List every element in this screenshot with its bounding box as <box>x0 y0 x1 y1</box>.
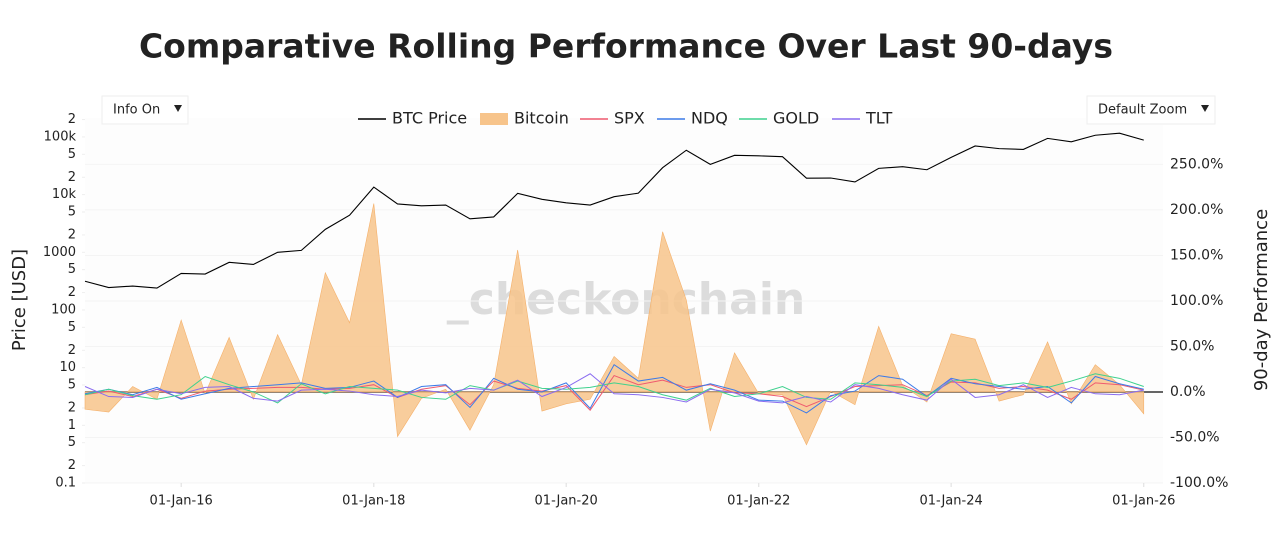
y-tick-label: 1 <box>68 418 76 433</box>
y2-tick-label: 100.0% <box>1170 293 1223 309</box>
y2-tick-label: -100.0% <box>1170 475 1228 491</box>
legend-label: Bitcoin <box>514 109 569 128</box>
y-axis-title: Price [USD] <box>9 249 30 351</box>
y2-axis-title: 90-day Performance <box>1251 209 1272 391</box>
x-tick-label: 01-Jan-24 <box>920 494 983 509</box>
y2-tick-label: 250.0% <box>1170 156 1223 172</box>
series-line <box>84 132 1144 289</box>
button-box <box>101 95 189 125</box>
legend-swatch <box>480 113 508 125</box>
dropdown-arrow <box>174 105 182 112</box>
info-button[interactable]: Info On <box>101 95 189 125</box>
y-tick-label: 5 <box>68 204 76 219</box>
dropdown-arrow <box>1201 105 1209 112</box>
legend-label: SPX <box>614 109 645 128</box>
y-tick-label: 5 <box>68 435 76 450</box>
y-tick-label: 100k <box>44 129 77 144</box>
y-tick-label: 2 <box>68 343 76 358</box>
series-line <box>84 363 1144 414</box>
y-tick-label: 10k <box>52 187 77 202</box>
y-tick-label: 100 <box>51 302 76 317</box>
legend-label: BTC Price <box>392 109 467 128</box>
y-tick-label: 5 <box>68 262 76 277</box>
y-tick-label: 2 <box>68 458 76 473</box>
x-tick-label: 01-Jan-20 <box>535 494 598 509</box>
series-line <box>84 374 1144 411</box>
y-tick-label: 5 <box>68 147 76 162</box>
series-line <box>84 373 1144 404</box>
zoom-button[interactable]: Default Zoom <box>1086 95 1216 125</box>
button-label: Info On <box>113 103 160 118</box>
button-box <box>1086 95 1216 125</box>
y-tick-label: 2 <box>68 170 76 185</box>
series-line <box>84 373 1144 404</box>
x-tick-label: 01-Jan-16 <box>150 494 213 509</box>
y2-tick-label: -50.0% <box>1170 429 1220 445</box>
y-tick-label: 5 <box>68 320 76 335</box>
y-tick-label: 1000 <box>43 245 76 260</box>
x-tick-label: 01-Jan-18 <box>342 494 405 509</box>
y-tick-label: 5 <box>68 378 76 393</box>
y2-tick-label: 50.0% <box>1170 338 1214 354</box>
y-tick-label: 0.1 <box>55 476 76 491</box>
y-tick-label: 2 <box>68 112 76 127</box>
legend-label: GOLD <box>773 109 819 128</box>
watermark: _checkonchain <box>447 274 805 325</box>
y-tick-label: 2 <box>68 400 76 415</box>
legend-label: NDQ <box>691 109 728 128</box>
button-label: Default Zoom <box>1098 103 1187 118</box>
y2-tick-label: 150.0% <box>1170 247 1223 263</box>
y-tick-label: 2 <box>68 285 76 300</box>
x-tick-label: 01-Jan-26 <box>1112 494 1175 509</box>
x-tick-label: 01-Jan-22 <box>727 494 790 509</box>
y-tick-label: 2 <box>68 227 76 242</box>
legend-label: TLT <box>865 109 892 128</box>
y-tick-label: 10 <box>59 360 76 375</box>
y2-tick-label: 0.0% <box>1170 384 1206 400</box>
y2-tick-label: 200.0% <box>1170 202 1223 218</box>
chart-title: Comparative Rolling Performance Over Las… <box>139 27 1113 66</box>
